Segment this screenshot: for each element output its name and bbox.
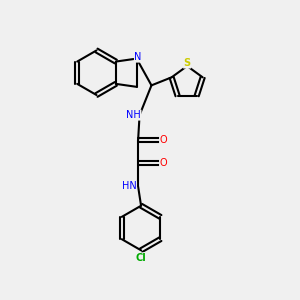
Text: HN: HN (122, 182, 136, 191)
Text: O: O (160, 158, 167, 168)
Text: NH: NH (126, 110, 141, 120)
Text: O: O (160, 135, 167, 145)
Text: Cl: Cl (136, 253, 146, 263)
Text: S: S (184, 58, 191, 68)
Text: N: N (134, 52, 142, 62)
